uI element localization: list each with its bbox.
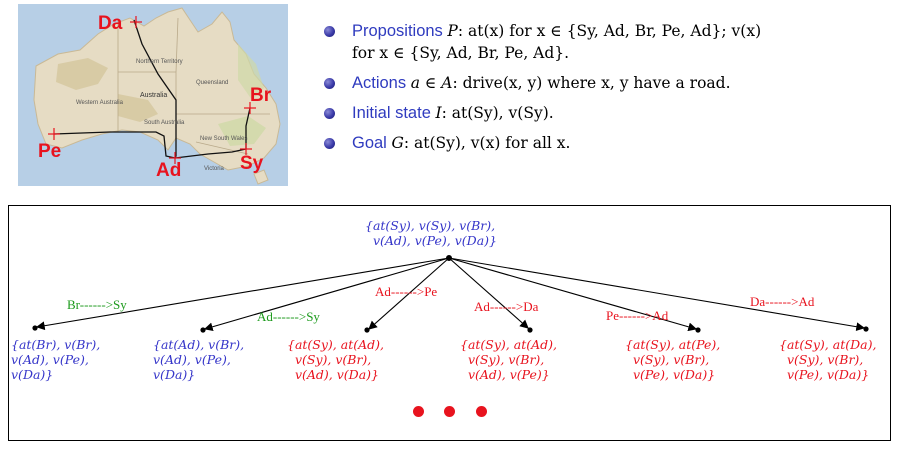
australia-map: Northern Territory Queensland Australia …: [18, 4, 288, 186]
bullet-text: : drive(x, y) where x, y have a road.: [452, 74, 731, 92]
ellipsis-dot: [444, 406, 455, 417]
region-south-australia: South Australia: [144, 120, 185, 126]
child-state-ad-sy: {at(Ad), v(Br), v(Ad), v(Pe), v(Da)}: [153, 337, 245, 382]
bullet-propositions: Propositions P: at(x) for x ∈ {Sy, Ad, B…: [318, 20, 898, 64]
bullet-text: : at(Sy), v(x) for all x.: [403, 134, 571, 152]
edge-ad-da: [448, 257, 529, 329]
bullet-var: P: [447, 22, 458, 40]
city-label-da: Da: [98, 13, 123, 34]
action-label-ad-pe: Ad------>Pe: [375, 284, 438, 299]
edge-ad-pe: [368, 257, 450, 330]
bullet-keyword: Goal: [352, 134, 387, 152]
root-state: {at(Sy), v(Sy), v(Br), v(Ad), v(Pe), v(D…: [365, 218, 497, 248]
road-ad-sy: [174, 148, 247, 159]
region-new-south-wales: New South Wales: [200, 136, 248, 142]
map-graphic: [33, 7, 281, 185]
city-label-pe: Pe: [38, 141, 62, 162]
action-label-ad-da: Ad------>Da: [474, 299, 539, 314]
child-state-da-ad: {at(Sy), at(Da), v(Sy), v(Br), v(Pe), v(…: [779, 337, 877, 382]
search-tree: {at(Sy), v(Sy), v(Br), v(Ad), v(Pe), v(D…: [8, 205, 891, 441]
ellipsis-dot: [413, 406, 424, 417]
tree-edges: [32, 255, 869, 333]
edge-da-ad: [448, 257, 866, 332]
bullet-icon: [324, 138, 335, 149]
action-label-da-ad: Da------>Ad: [750, 294, 815, 309]
bullet-var: a ∈ A: [410, 74, 453, 92]
road-da-ad: [133, 19, 177, 159]
bullet-var: I: [435, 104, 442, 122]
city-label-br: Br: [250, 85, 272, 106]
australia-landmass: [33, 7, 281, 171]
road-pe-ad: [53, 131, 176, 159]
road-br-sy: [245, 107, 251, 149]
bullet-icon: [324, 26, 335, 37]
action-label-ad-sy: Ad------>Sy: [257, 309, 320, 324]
problem-definition-list: Propositions P: at(x) for x ∈ {Sy, Ad, B…: [318, 20, 898, 162]
bullet-text-line2: for x ∈ {Sy, Ad, Br, Pe, Ad}.: [352, 44, 570, 62]
region-western-australia: Western Australia: [76, 100, 123, 106]
tasmania: [253, 169, 269, 185]
edge-br-sy: [35, 257, 450, 331]
city-label-sy: Sy: [240, 153, 264, 174]
ellipsis-dot: [476, 406, 487, 417]
city-label-ad: Ad: [156, 160, 182, 181]
bullet-initial-state: Initial state I: at(Sy), v(Sy).: [318, 102, 898, 124]
child-state-pe-ad: {at(Sy), at(Pe), v(Sy), v(Br), v(Pe), v(…: [625, 337, 721, 382]
bullet-keyword: Actions: [352, 74, 407, 92]
action-label-br-sy: Br------>Sy: [67, 297, 127, 312]
bullet-var: G: [391, 134, 404, 152]
bullet-actions: Actions a ∈ A: drive(x, y) where x, y ha…: [318, 72, 898, 94]
child-state-ad-pe: {at(Sy), at(Ad), v(Sy), v(Br), v(Ad), v(…: [287, 337, 384, 382]
region-victoria: Victoria: [204, 166, 224, 172]
bullet-keyword: Propositions: [352, 22, 443, 40]
bullet-icon: [324, 108, 335, 119]
bullet-keyword: Initial state: [352, 104, 431, 122]
edge-ad-sy: [203, 257, 450, 332]
region-australia: Australia: [140, 92, 168, 99]
bullet-text: : at(x) for x ∈ {Sy, Ad, Br, Pe, Ad}; v(…: [457, 22, 762, 40]
edge-pe-ad: [448, 257, 698, 332]
bullet-goal: Goal G: at(Sy), v(x) for all x.: [318, 132, 898, 154]
bullet-text: : at(Sy), v(Sy).: [441, 104, 554, 122]
child-state-br-sy: {at(Br), v(Br), v(Ad), v(Pe), v(Da)}: [11, 337, 101, 382]
region-queensland: Queensland: [196, 80, 229, 86]
child-state-ad-da: {at(Sy), at(Ad), v(Sy), v(Br), v(Ad), v(…: [460, 337, 557, 382]
region-northern-territory: Northern Territory: [136, 59, 183, 65]
action-label-pe-ad: Pe------>Ad: [606, 308, 669, 323]
bullet-icon: [324, 78, 335, 89]
